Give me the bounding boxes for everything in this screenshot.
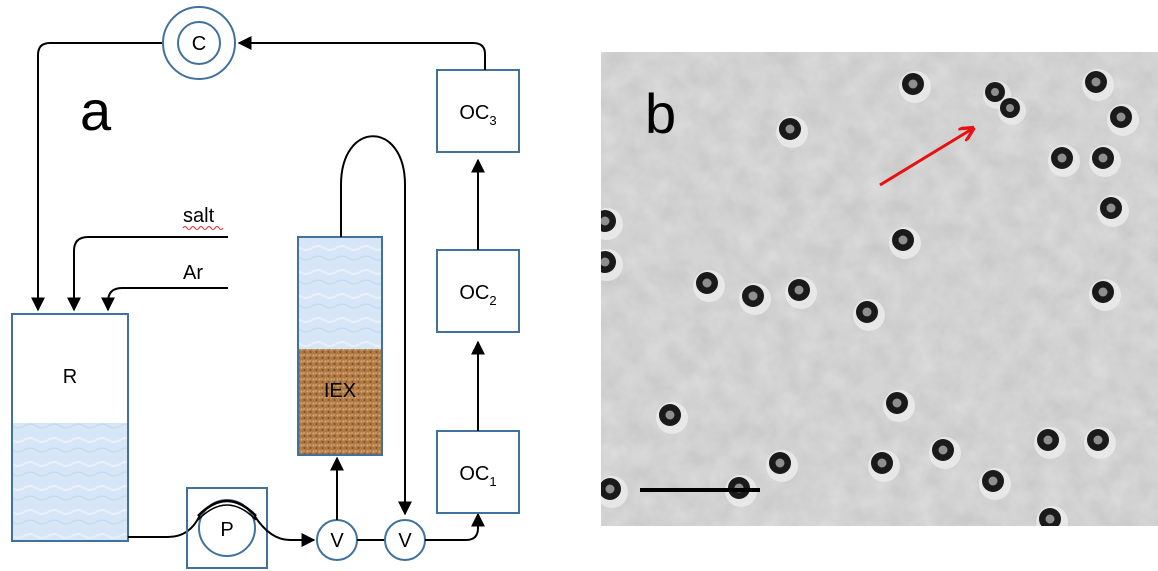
- iex-column-label: IEX: [324, 380, 356, 402]
- oc1-label: OC: [459, 463, 489, 485]
- particle: [1089, 279, 1121, 311]
- valve-2-label: V: [398, 530, 412, 552]
- particle: [739, 283, 771, 315]
- particle: [899, 71, 931, 103]
- oc1-cell: OC1: [436, 430, 520, 514]
- particle: [1107, 104, 1139, 136]
- particle: [1089, 145, 1121, 177]
- particle: [656, 402, 688, 434]
- particle: [1048, 145, 1080, 177]
- ar-inlet-label: Ar: [183, 262, 203, 284]
- panel-a-letter: a: [80, 79, 112, 142]
- oc3-cell: OC3: [436, 69, 520, 153]
- panel-b-letter: b: [645, 82, 676, 145]
- valve-1-label: V: [330, 530, 344, 552]
- oc3-subscript: 3: [489, 113, 496, 128]
- reservoir-to-pump-line: [128, 514, 201, 538]
- oc2-cell: OC2: [436, 249, 520, 333]
- svg-text:OC3: OC3: [459, 102, 496, 128]
- particle: [1034, 427, 1066, 459]
- salt-spellcheck-underline: [182, 226, 224, 230]
- condenser: C: [162, 6, 236, 80]
- particle: [979, 468, 1011, 500]
- valve-2: V: [384, 519, 426, 561]
- svg-text:OC2: OC2: [459, 282, 496, 308]
- panel-a-schematic: a R salt Ar P V: [11, 6, 520, 569]
- column-loop-line: [340, 135, 412, 516]
- particle: [853, 299, 885, 331]
- pump-to-valve-line: [253, 514, 316, 547]
- particle: [785, 277, 817, 309]
- particles: [601, 69, 1139, 526]
- red-pointer-arrow: [879, 129, 972, 187]
- reservoir-vessel: R: [11, 313, 129, 542]
- return-line: [31, 42, 163, 312]
- ar-inlet-line: [101, 287, 228, 312]
- particle: [929, 437, 961, 469]
- particle: [601, 476, 628, 508]
- valve-to-oc1-line: [425, 512, 485, 541]
- particle: [1097, 195, 1129, 227]
- oc2-subscript: 2: [489, 293, 496, 308]
- oc2-label: OC: [459, 282, 489, 304]
- particle: [693, 270, 725, 302]
- pump: P: [186, 487, 268, 569]
- oc3-to-condenser-line: [237, 36, 486, 70]
- salt-inlet-line: [67, 236, 228, 312]
- particle-doublet: [983, 81, 1026, 125]
- pump-label: P: [220, 519, 233, 541]
- particle: [601, 208, 623, 240]
- particle: [889, 227, 921, 259]
- valve-1: V: [316, 519, 358, 561]
- particle: [1084, 427, 1116, 459]
- panel-b-micrograph: b: [601, 52, 1158, 526]
- particle: [868, 450, 900, 482]
- particle: [883, 390, 915, 422]
- particle: [1036, 506, 1068, 526]
- condenser-label: C: [192, 33, 206, 55]
- particle: [601, 249, 623, 281]
- particle: [776, 116, 808, 148]
- salt-inlet-label: salt: [183, 205, 215, 227]
- reservoir-label: R: [63, 366, 77, 388]
- particle: [766, 450, 798, 482]
- svg-text:OC1: OC1: [459, 463, 496, 489]
- oc3-label: OC: [459, 102, 489, 124]
- oc1-subscript: 1: [489, 474, 496, 489]
- particle: [1082, 69, 1114, 101]
- iex-column: IEX: [297, 236, 383, 456]
